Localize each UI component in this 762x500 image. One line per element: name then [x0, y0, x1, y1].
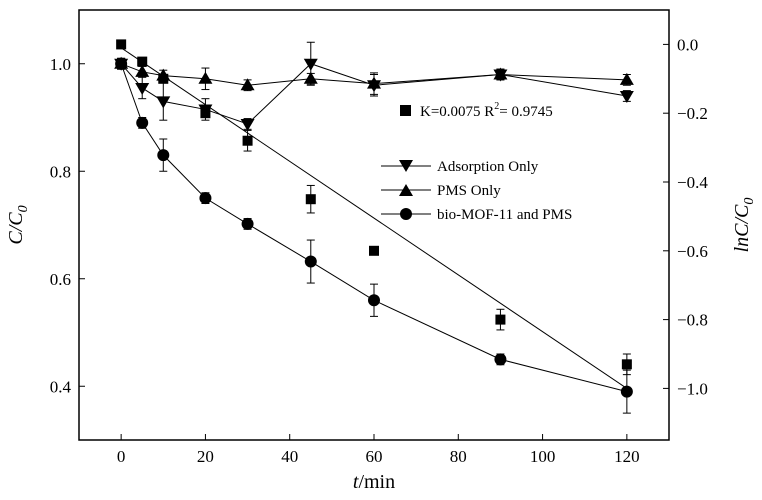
x-tick-label: 0	[117, 447, 126, 466]
y-right-tick-label: 0.0	[677, 35, 698, 54]
data-point-triangle-down	[135, 83, 149, 95]
legend: Adsorption Only PMS Only bio-MOF-11 and …	[381, 159, 572, 223]
data-point-triangle-up	[198, 72, 212, 84]
y-right-tick-label: −0.2	[677, 104, 708, 123]
y-left-tick-label: 0.8	[50, 162, 71, 181]
data-point-triangle-down	[620, 91, 634, 103]
data-point-triangle-up	[620, 73, 634, 85]
y-left-tick-label: 0.4	[50, 377, 72, 396]
y-right-tick-label: −1.0	[677, 379, 708, 398]
data-point-triangle-up	[493, 68, 507, 80]
series-layer	[114, 39, 634, 413]
data-point-square	[243, 136, 253, 146]
data-point-circle	[621, 386, 633, 398]
legend-marker-circle	[400, 208, 412, 220]
fit-annotation: K=0.0075 R2= 0.9745	[400, 101, 553, 120]
legend-label-biomof: bio-MOF-11 and PMS	[437, 207, 572, 223]
legend-label-adsorption: Adsorption Only	[437, 159, 539, 175]
y-right-tick-label: −0.8	[677, 311, 708, 330]
data-point-square	[200, 108, 210, 118]
chart: 0 20 40 60 80 100 120 0.4 0.6 0.8 1.0 0.0 −0.2 −0.4 −0…	[0, 0, 762, 500]
x-tick-label: 20	[197, 447, 214, 466]
x-tick-label: 60	[366, 447, 383, 466]
annotation-text: K=0.0075 R2= 0.9745	[420, 101, 553, 120]
data-point-circle	[368, 294, 380, 306]
data-point-square	[306, 194, 316, 204]
annotation-square-marker	[400, 105, 411, 116]
legend-label-pms: PMS Only	[437, 183, 501, 199]
data-point-circle	[157, 149, 169, 161]
data-point-circle	[115, 58, 127, 70]
x-tick-label: 100	[530, 447, 556, 466]
y-right-tick-label: −0.6	[677, 242, 708, 261]
series-triangle-up	[114, 57, 634, 95]
data-point-triangle-up	[135, 65, 149, 77]
y-right-axis-title: lnC/C0	[731, 198, 757, 253]
data-point-circle	[242, 218, 254, 230]
axes-layer: 0 20 40 60 80 100 120 0.4 0.6 0.8 1.0 0.0 −0.2 −0.4 −0…	[50, 35, 709, 466]
y-left-tick-label: 0.6	[50, 270, 71, 289]
y-right-tick-label: −0.4	[677, 173, 708, 192]
data-point-square	[158, 74, 168, 84]
data-point-circle	[199, 192, 211, 204]
data-point-square	[369, 246, 379, 256]
x-tick-label: 120	[614, 447, 640, 466]
data-point-square	[622, 359, 632, 369]
data-point-square	[116, 39, 126, 49]
x-axis-title: t/min	[353, 471, 395, 493]
data-point-triangle-up	[304, 72, 318, 84]
x-tick-label: 80	[450, 447, 467, 466]
data-point-circle	[494, 353, 506, 365]
series-circle	[115, 58, 633, 413]
y-left-tick-label: 1.0	[50, 55, 71, 74]
data-point-square	[137, 57, 147, 67]
y-left-axis-title: C/C0	[5, 205, 31, 244]
x-tick-label: 40	[281, 447, 298, 466]
data-point-circle	[305, 256, 317, 268]
data-point-circle	[136, 117, 148, 129]
data-point-square	[495, 315, 505, 325]
